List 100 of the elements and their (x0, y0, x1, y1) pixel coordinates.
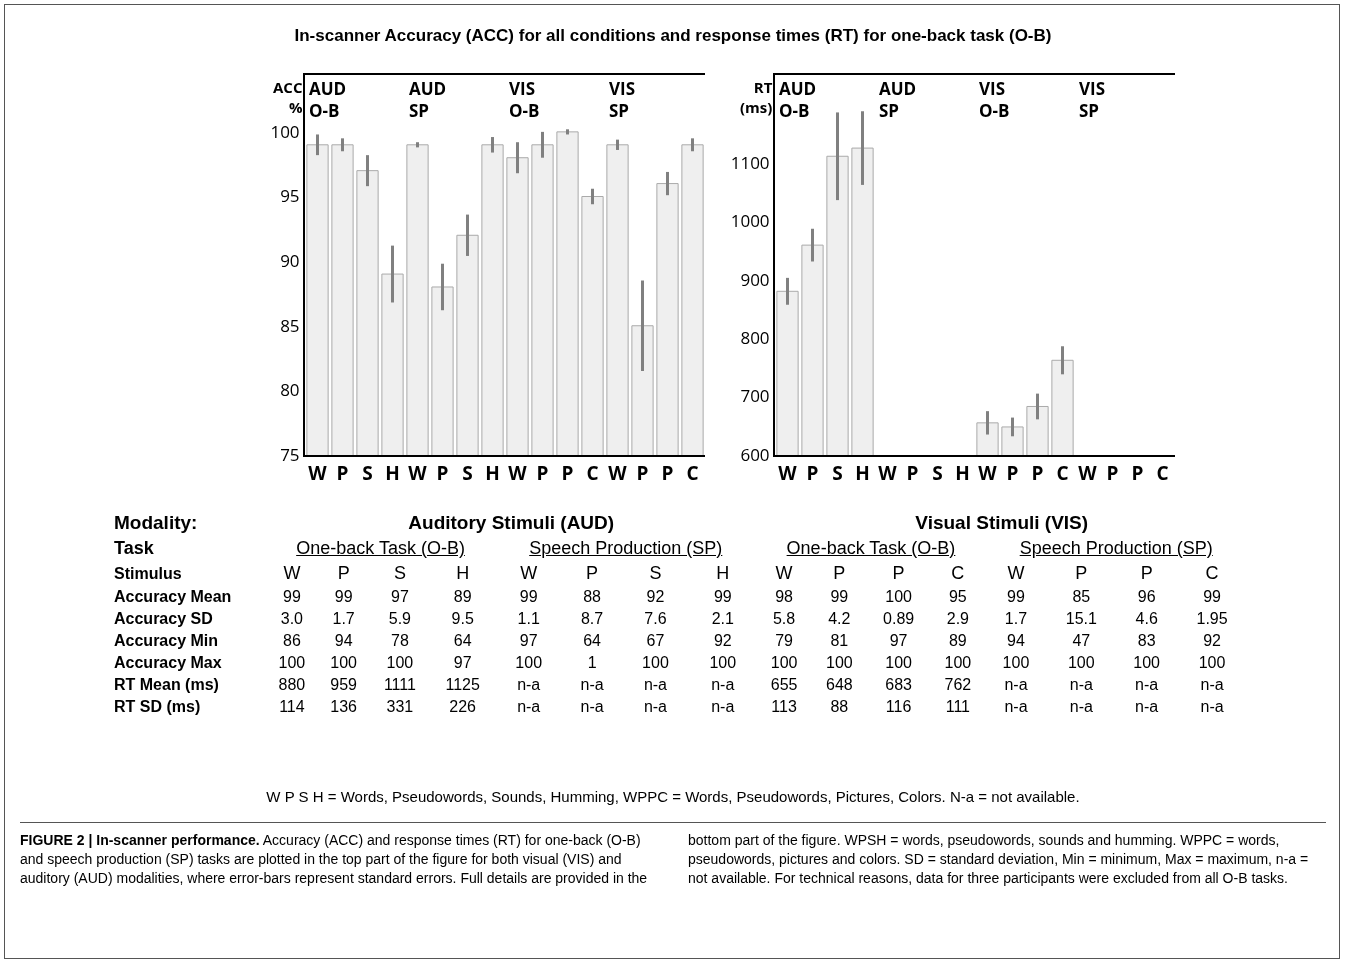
text: 47 (1072, 632, 1091, 649)
text: 5.8 (772, 610, 796, 627)
text: n-a (1200, 676, 1224, 693)
category-label: C (1204, 562, 1220, 585)
text: AUD SP (879, 77, 917, 123)
text: 99 (1203, 588, 1221, 605)
text: n-a (580, 676, 604, 693)
x-tick-label: P (1006, 459, 1019, 486)
text: 92 (1203, 632, 1221, 649)
text: 78 (391, 632, 409, 649)
x-tick-label: H (485, 459, 500, 486)
x-tick-label: W (1078, 459, 1098, 486)
text: In-scanner Accuracy (ACC) for all conditions and response times (RT) for one-back task (O-B) (293, 26, 1053, 46)
category-label: Accuracy Min (114, 632, 219, 649)
text: 88 (830, 698, 849, 715)
text: 1.7 (1004, 610, 1028, 627)
text: n-a (643, 698, 668, 715)
text: 1.7 (332, 610, 355, 627)
text: n-a (580, 698, 604, 715)
category-label: P (1074, 562, 1089, 585)
text: 97 (453, 654, 472, 671)
category-label: P (585, 562, 600, 585)
x-tick-label: S (462, 459, 473, 486)
text: 79 (775, 632, 793, 649)
text: VIS O-B (979, 77, 1010, 123)
text: VIS SP (609, 77, 636, 123)
text: W P S H = Words, Pseudowords, Sounds, Humming, WPPC = Words, Pseudowords, Pictures, Colors. N-a = not available. (265, 788, 1081, 805)
text: 100 (885, 588, 912, 605)
text: n-a (711, 698, 735, 715)
text: 655 (770, 676, 798, 693)
text: n-a (517, 698, 541, 715)
text: 86 (282, 632, 301, 649)
text: 1125 (445, 676, 480, 693)
text: 100 (770, 654, 798, 671)
x-tick-label: C (686, 459, 699, 486)
text: 88 (583, 588, 601, 605)
text: 1111 (383, 676, 416, 693)
y-tick-label: 85 (280, 313, 300, 337)
category-label: RT SD (ms) (114, 698, 201, 715)
text: 100 (1002, 654, 1030, 671)
text: 97 (889, 632, 908, 649)
text: Speech Production (SP) (528, 537, 724, 560)
category-label: S (648, 562, 663, 585)
text: 9.5 (451, 610, 474, 627)
category-label: W (774, 562, 794, 585)
x-tick-label: P (1106, 459, 1119, 486)
text: 100 (885, 654, 912, 671)
text: n-a (1004, 676, 1028, 693)
y-tick-label: 95 (280, 184, 300, 208)
text: 100 (944, 654, 972, 671)
text: 99 (830, 588, 849, 605)
text: 67 (646, 632, 665, 649)
x-tick-label: S (362, 459, 373, 486)
y-tick-label: 700 (740, 384, 770, 408)
text: 0.89 (883, 610, 915, 627)
text: n-a (1069, 698, 1093, 715)
x-tick-label: P (336, 459, 349, 486)
category-label: P (336, 562, 351, 585)
text: 92 (713, 632, 732, 649)
y-tick-label: 80 (280, 378, 300, 402)
text: 95 (948, 588, 967, 605)
y-tick-label: 1000 (730, 209, 770, 233)
y-tick-label: 900 (740, 267, 770, 291)
text: 100 (1198, 654, 1226, 671)
x-tick-label: P (636, 459, 649, 486)
x-tick-label: P (661, 459, 674, 486)
x-tick-label: P (906, 459, 919, 486)
text: 98 (775, 588, 793, 605)
y-tick-label: 90 (280, 249, 300, 273)
text: 2.9 (946, 610, 969, 627)
text: Task (113, 537, 155, 560)
text: 100 (330, 654, 357, 671)
text: VIS SP (1079, 77, 1106, 123)
text: 100 (386, 654, 414, 671)
text: Speech Production (SP) (1018, 537, 1214, 560)
x-tick-label: W (508, 459, 528, 486)
text: 94 (334, 632, 353, 649)
text: 89 (948, 632, 967, 649)
text: 1.1 (517, 610, 540, 627)
x-tick-label: H (855, 459, 870, 486)
text: 100 (515, 654, 543, 671)
text: AUD O-B (309, 77, 347, 123)
text: 331 (386, 698, 414, 715)
text: 113 (771, 698, 797, 715)
text: Modality: (113, 511, 199, 535)
x-tick-label: W (408, 459, 428, 486)
text: VIS O-B (509, 77, 540, 123)
x-tick-label: P (1131, 459, 1144, 486)
text: 99 (713, 588, 732, 605)
text: n-a (1004, 698, 1028, 715)
text: n-a (1200, 698, 1224, 715)
x-tick-label: P (561, 459, 574, 486)
text: 81 (830, 632, 849, 649)
y-tick-label: 75 (280, 442, 300, 466)
y-tick-label: 100 (270, 119, 300, 143)
text: 114 (279, 698, 305, 715)
x-tick-label: P (806, 459, 819, 486)
category-label: H (455, 562, 471, 585)
text: 959 (330, 676, 357, 693)
x-tick-label: H (955, 459, 970, 486)
